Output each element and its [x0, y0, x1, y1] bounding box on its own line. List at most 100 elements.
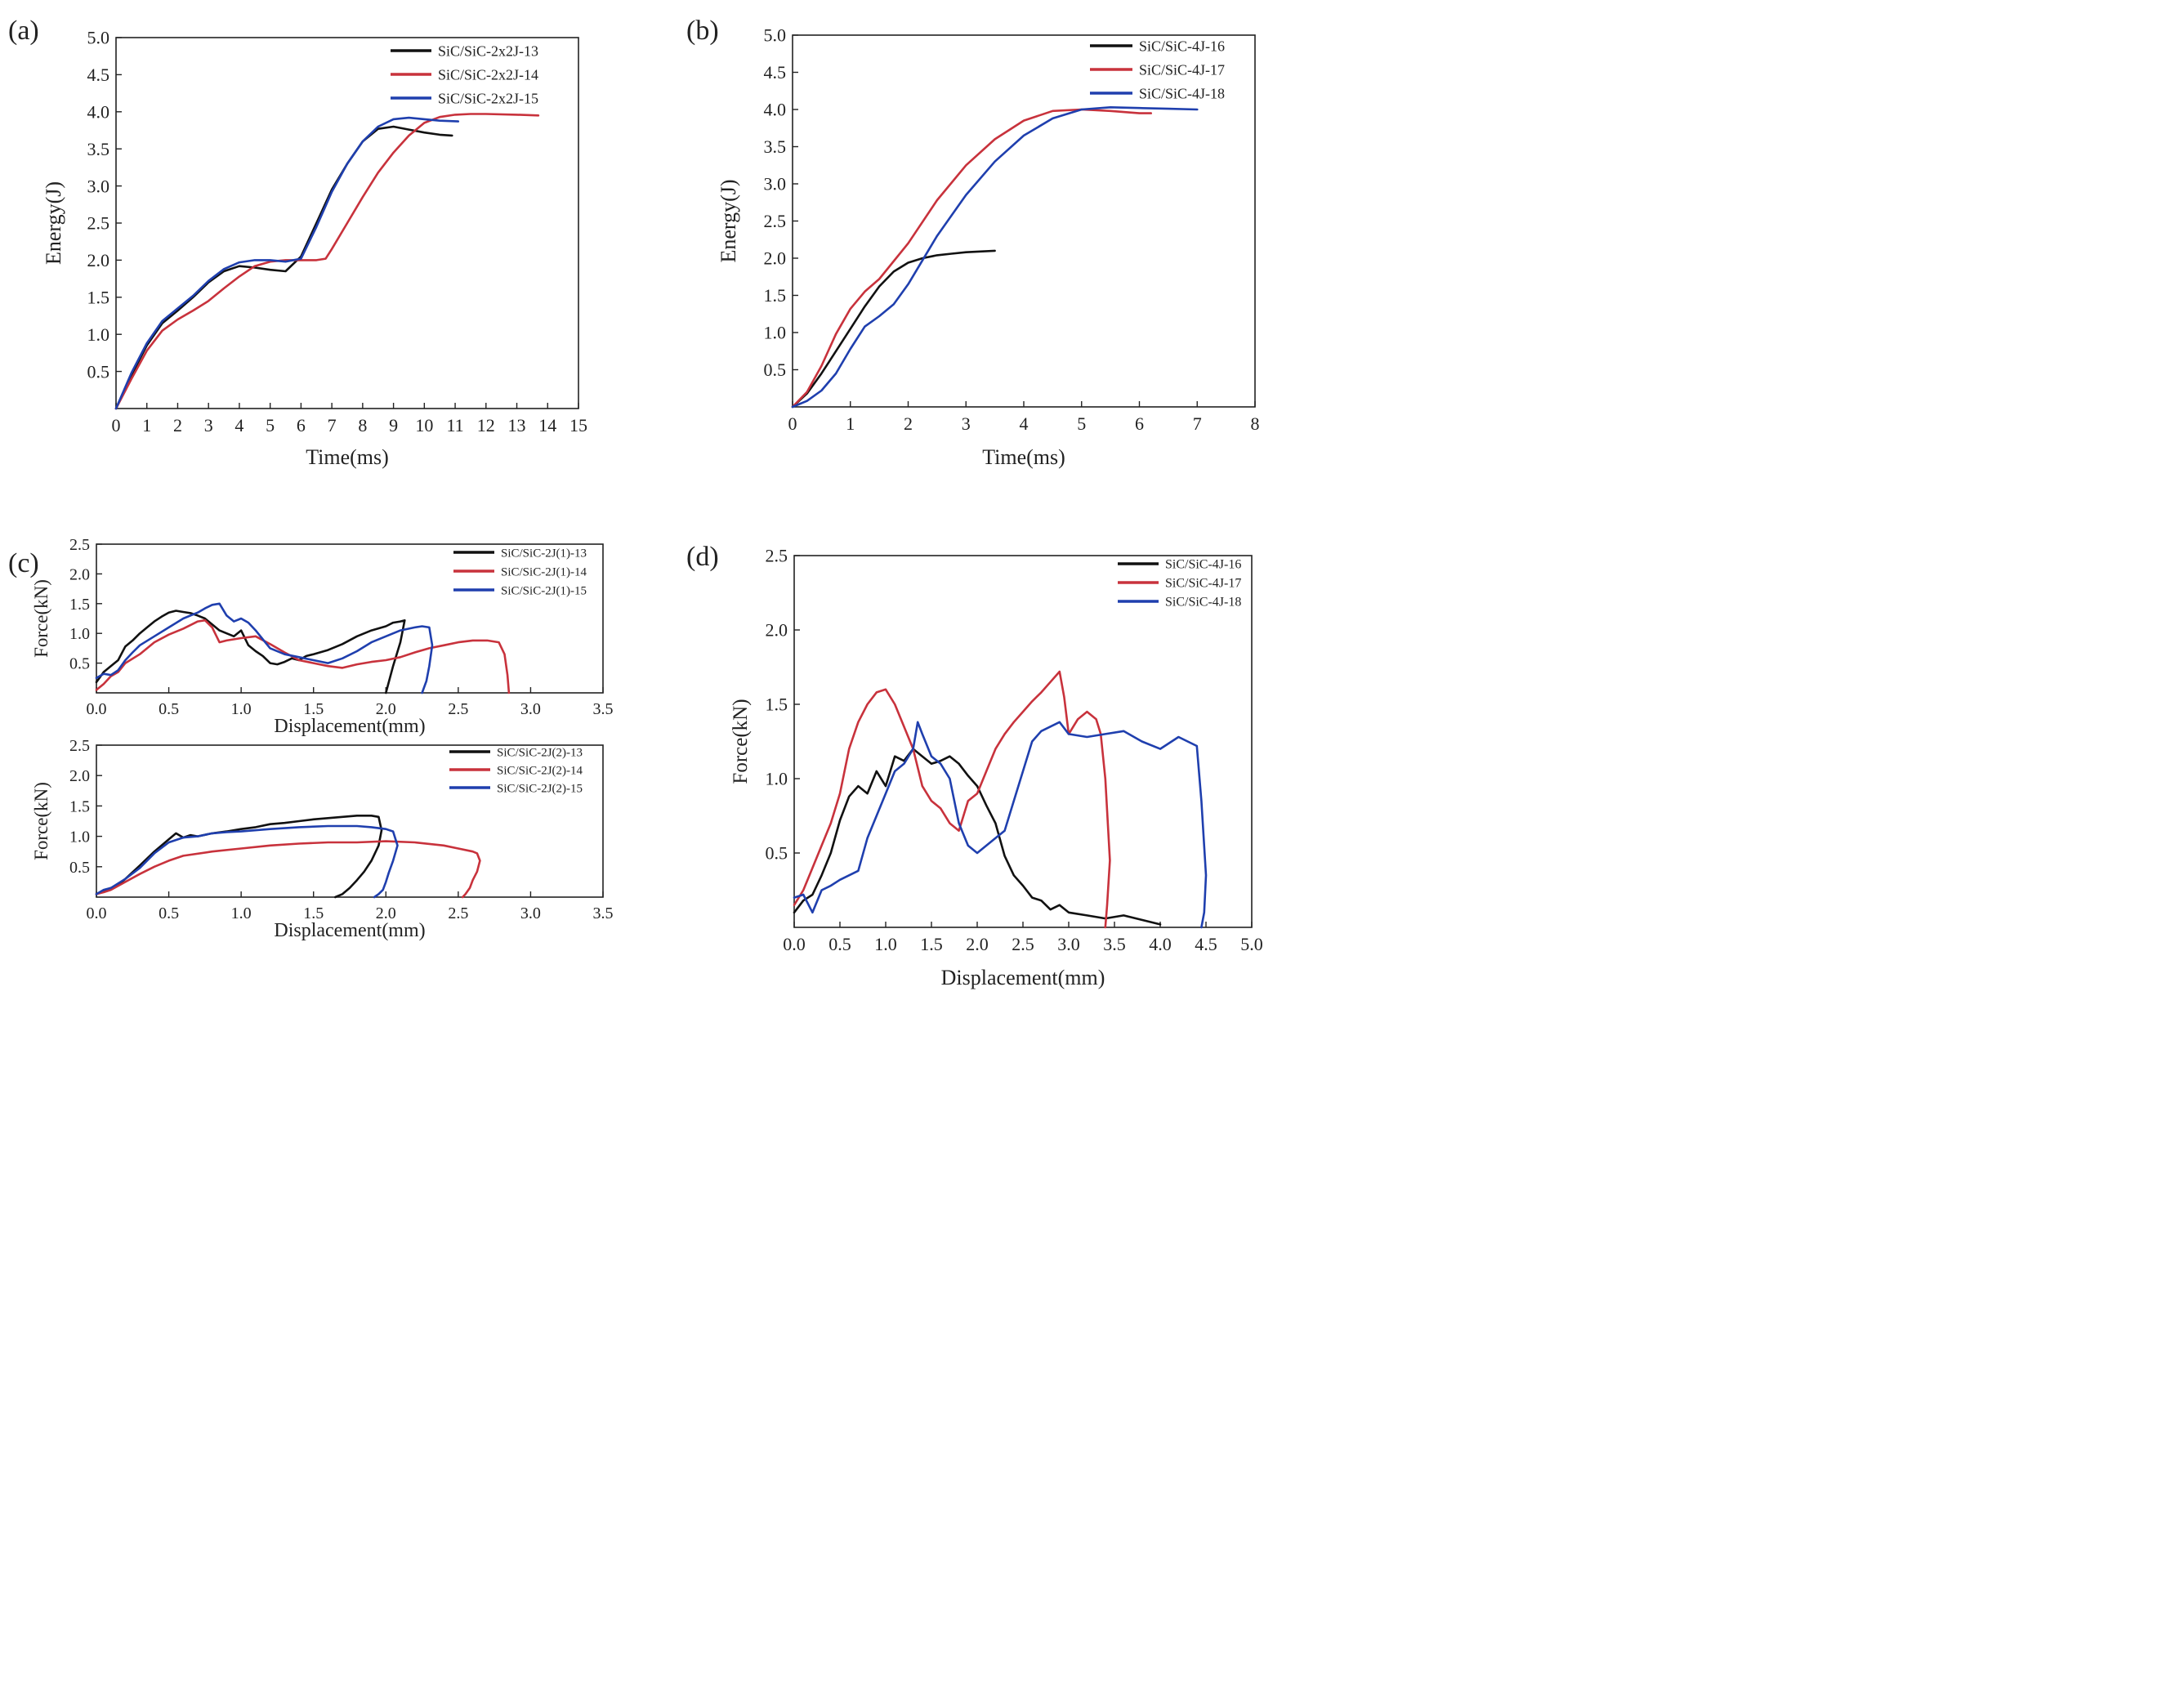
y-tick-label-a: 5.0 — [87, 28, 110, 48]
y-tick-label-a: 1.0 — [87, 324, 110, 345]
y-tick-label-d: 1.0 — [766, 769, 788, 789]
y-axis-label-a: Energy(J) — [42, 181, 65, 265]
y-tick-label-a: 4.5 — [87, 65, 110, 85]
y-tick-label-b: 5.0 — [764, 25, 787, 46]
x-tick-label-c1: 3.5 — [593, 700, 614, 718]
legend-c1: SiC/SiC-2J(1)-13 SiC/SiC-2J(1)-14 SiC/SiC-… — [453, 547, 587, 597]
x-tick-label-b: 3 — [962, 413, 971, 434]
x-tick-label-b: 6 — [1135, 413, 1144, 434]
y-tick-label-a: 2.0 — [87, 250, 110, 270]
chart-c1: (c) 0.0 0.5 1.0 1.5 2.0 2.5 3.0 3.5 0.5 1.0 1.5 2.0 2… — [8, 536, 614, 737]
x-tick-label-a: 15 — [569, 415, 587, 435]
legend-label-b-2: SiC/SiC-4J-17 — [1139, 61, 1225, 78]
x-tick-label-a: 2 — [173, 415, 182, 435]
x-tick-label-a: 1 — [142, 415, 151, 435]
y-tick-label-c2: 2.5 — [69, 737, 90, 755]
y-tick-label-a: 0.5 — [87, 361, 110, 382]
x-tick-label-d: 5.0 — [1240, 934, 1263, 954]
series-line-c2-2 — [95, 840, 481, 899]
figure: (a)0 1 2 3 4 5 6 7 8 9 10 11 12 13 14 150.51.01.52.02.5… — [8, 16, 1263, 989]
x-axis-label-d: Displacement(mm) — [941, 966, 1105, 989]
x-tick-label-b: 0 — [788, 413, 797, 434]
x-tick-label-d: 4.0 — [1149, 934, 1172, 954]
x-axis-label-b: Time(ms) — [982, 445, 1065, 469]
y-tick-label-c2: 2.0 — [69, 767, 90, 785]
x-tick-label-c1: 2.0 — [376, 700, 396, 718]
panel-label-d: (d) — [686, 542, 719, 572]
x-tick-label-a: 14 — [538, 415, 556, 435]
legend-label-c1-2: SiC/SiC-2J(1)-14 — [501, 565, 587, 578]
y-tick-label-c1: 2.0 — [69, 565, 90, 583]
legend-label-c1-1: SiC/SiC-2J(1)-13 — [501, 547, 587, 560]
x-tick-label-c1: 2.5 — [448, 700, 468, 718]
x-axis-label-c1: Displacement(mm) — [274, 716, 425, 737]
panel-label-b: (b) — [686, 16, 719, 46]
y-tick-label-b: 0.5 — [764, 360, 787, 380]
series-line-d-2 — [793, 670, 1111, 929]
x-tick-label-d: 2.0 — [966, 934, 989, 954]
x-tick-label-c1: 1.5 — [303, 700, 324, 718]
y-tick-label-a: 3.0 — [87, 176, 110, 196]
x-tick-label-d: 0.0 — [783, 934, 806, 954]
plot-frame-c1 — [96, 543, 604, 694]
panel-label-a: (a) — [8, 16, 39, 46]
legend-label-c2-1: SiC/SiC-2J(2)-13 — [497, 746, 583, 759]
x-tick-label-c1: 3.0 — [520, 700, 541, 718]
x-tick-label-b: 5 — [1077, 413, 1086, 434]
legend-a: SiC/SiC-2x2J-13 SiC/SiC-2x2J-14 SiC/SiC-2x… — [391, 42, 538, 106]
x-tick-label-a: 4 — [234, 415, 243, 435]
x-tick-label-c2: 3.0 — [520, 904, 541, 922]
y-axis-label-b: Energy(J) — [717, 179, 740, 262]
y-tick-label-c1: 0.5 — [69, 655, 90, 673]
y-tick-label-b: 4.5 — [764, 62, 787, 83]
y-tick-label-a: 4.0 — [87, 102, 110, 123]
x-axis-label-c2: Displacement(mm) — [274, 920, 425, 941]
x-tick-label-c2: 2.0 — [376, 904, 396, 922]
y-axis-label-c2: Force(kN) — [31, 782, 51, 860]
x-tick-label-a: 13 — [508, 415, 526, 435]
y-tick-label-d: 2.5 — [766, 546, 788, 566]
chart-c2: 0.0 0.5 1.0 1.5 2.0 2.5 3.0 3.5 0.5 1.0 1.5 2.0 2.5 D… — [31, 737, 614, 941]
legend-label-d-1: SiC/SiC-4J-16 — [1165, 558, 1241, 572]
legend-label-a-3: SiC/SiC-2x2J-15 — [438, 90, 538, 106]
y-tick-label-c2: 0.5 — [69, 859, 90, 877]
series-line-a-2 — [114, 113, 540, 410]
chart-d: (d) 0.0 0.5 1.0 1.5 2.0 2.5 3.0 3.5 4.0 4.5 5.0 0.5 1… — [686, 542, 1263, 989]
series-line-d-3 — [793, 721, 1208, 929]
x-tick-label-c1: 0.5 — [159, 700, 179, 718]
series-line-b-3 — [791, 106, 1199, 409]
legend-label-a-1: SiC/SiC-2x2J-13 — [438, 42, 538, 59]
x-tick-label-b: 2 — [904, 413, 913, 434]
x-tick-label-b: 8 — [1251, 413, 1260, 434]
x-tick-label-b: 1 — [846, 413, 855, 434]
x-tick-label-c2: 1.5 — [303, 904, 324, 922]
y-tick-label-b: 2.0 — [764, 248, 787, 269]
x-tick-label-d: 1.0 — [874, 934, 897, 954]
chart-a: (a)0 1 2 3 4 5 6 7 8 9 10 11 12 13 14 150.51.01.52.02.5… — [8, 16, 587, 469]
panel-label-c1: (c) — [8, 548, 39, 578]
x-tick-label-a: 10 — [415, 415, 433, 435]
y-axis-label-d: Force(kN) — [730, 699, 752, 784]
legend-label-b-1: SiC/SiC-4J-16 — [1139, 38, 1225, 54]
x-tick-label-a: 9 — [389, 415, 398, 435]
y-tick-label-a: 1.5 — [87, 288, 110, 308]
y-tick-label-b: 2.5 — [764, 211, 787, 231]
x-tick-label-b: 7 — [1193, 413, 1202, 434]
y-axis-label-c1: Force(kN) — [31, 579, 51, 658]
x-tick-label-b: 4 — [1020, 413, 1029, 434]
y-tick-label-d: 1.5 — [766, 694, 788, 715]
plot-frame-d — [793, 555, 1253, 928]
x-tick-label-d: 3.0 — [1057, 934, 1080, 954]
y-tick-label-b: 1.0 — [764, 323, 787, 343]
x-tick-label-c1: 1.0 — [231, 700, 252, 718]
series-line-c1-2 — [95, 619, 511, 694]
x-tick-label-a: 3 — [204, 415, 213, 435]
legend-d: SiC/SiC-4J-16 SiC/SiC-4J-17 SiC/SiC-4J-18 — [1118, 558, 1241, 610]
x-tick-label-d: 1.5 — [920, 934, 943, 954]
x-tick-label-c2: 2.5 — [448, 904, 468, 922]
series-line-c2-1 — [95, 814, 383, 899]
x-tick-label-c2: 3.5 — [593, 904, 614, 922]
x-tick-label-a: 5 — [266, 415, 275, 435]
legend-label-c1-3: SiC/SiC-2J(1)-15 — [501, 584, 587, 597]
legend-label-c2-2: SiC/SiC-2J(2)-14 — [497, 764, 583, 777]
